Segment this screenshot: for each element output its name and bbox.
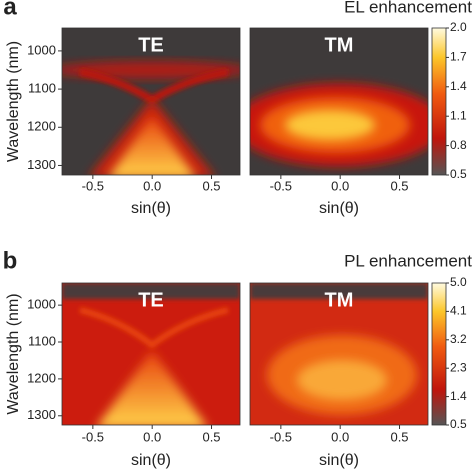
colorbar-tick-label: 1.4 [450, 389, 467, 403]
plot-frame [61, 27, 241, 176]
colorbar-tick-label: 0.5 [450, 417, 467, 431]
x-tick-label: -0.5 [270, 178, 292, 193]
colorbar [431, 282, 447, 426]
subplot-label: TE [138, 34, 164, 56]
colorbar [431, 27, 447, 176]
x-tick-label: -0.5 [270, 429, 292, 444]
subplot-label: TM [325, 289, 354, 311]
colorbar-tick-label: 4.1 [450, 304, 467, 318]
colorbar-tick-label: 2.3 [450, 360, 467, 374]
heatmap-image [250, 28, 428, 175]
colorbar-tick-label: 2.0 [450, 20, 467, 34]
plot-frame [61, 282, 241, 426]
panel-title: PL enhancement [344, 251, 472, 270]
y-tick-label: 1100 [28, 333, 56, 348]
y-tick-label: 1300 [27, 407, 56, 422]
x-axis-label: sin(θ) [131, 200, 171, 217]
colorbar-tick-label: 1.7 [450, 50, 467, 64]
x-tick-label: 0.5 [202, 429, 220, 444]
x-axis-label: sin(θ) [319, 452, 359, 469]
y-tick-label: 1100 [28, 81, 56, 96]
colorbar-tick-label: 1.1 [450, 108, 467, 122]
panel-label: a [3, 0, 17, 20]
x-tick-label: 0.5 [390, 178, 408, 193]
x-tick-label: 0.0 [143, 429, 161, 444]
colorbar-tick-label: 0.8 [450, 138, 467, 152]
x-tick-label: -0.5 [82, 178, 104, 193]
x-tick-label: 0.0 [331, 429, 349, 444]
y-axis-label: Wavelength (nm) [5, 41, 22, 162]
y-axis-label: Wavelength (nm) [5, 293, 22, 414]
y-tick-label: 1200 [27, 370, 56, 385]
y-tick-label: 1000 [27, 42, 56, 57]
x-axis-label: sin(θ) [131, 452, 171, 469]
subplot-label: TE [138, 289, 164, 311]
y-tick-label: 1300 [27, 157, 56, 172]
x-tick-label: 0.0 [143, 178, 161, 193]
subplot-label: TM [325, 34, 354, 56]
colorbar-tick-label: 3.2 [450, 332, 467, 346]
x-axis-label: sin(θ) [319, 200, 359, 217]
colorbar-tick-label: 0.5 [450, 167, 467, 181]
y-tick-label: 1200 [27, 119, 56, 134]
plot-frame [249, 282, 429, 426]
x-tick-label: 0.5 [390, 429, 408, 444]
x-tick-label: 0.5 [202, 178, 220, 193]
heatmap-image [62, 28, 240, 175]
heatmap-image [250, 283, 428, 425]
panel-title: EL enhancement [344, 0, 472, 16]
panel-label: b [3, 247, 18, 274]
x-tick-label: 0.0 [331, 178, 349, 193]
x-tick-label: -0.5 [82, 429, 104, 444]
heatmap-image [62, 283, 240, 425]
colorbar-tick-label: 1.4 [450, 79, 467, 93]
plot-frame [249, 27, 429, 176]
colorbar-tick-label: 5.0 [450, 275, 467, 289]
y-tick-label: 1000 [27, 297, 56, 312]
